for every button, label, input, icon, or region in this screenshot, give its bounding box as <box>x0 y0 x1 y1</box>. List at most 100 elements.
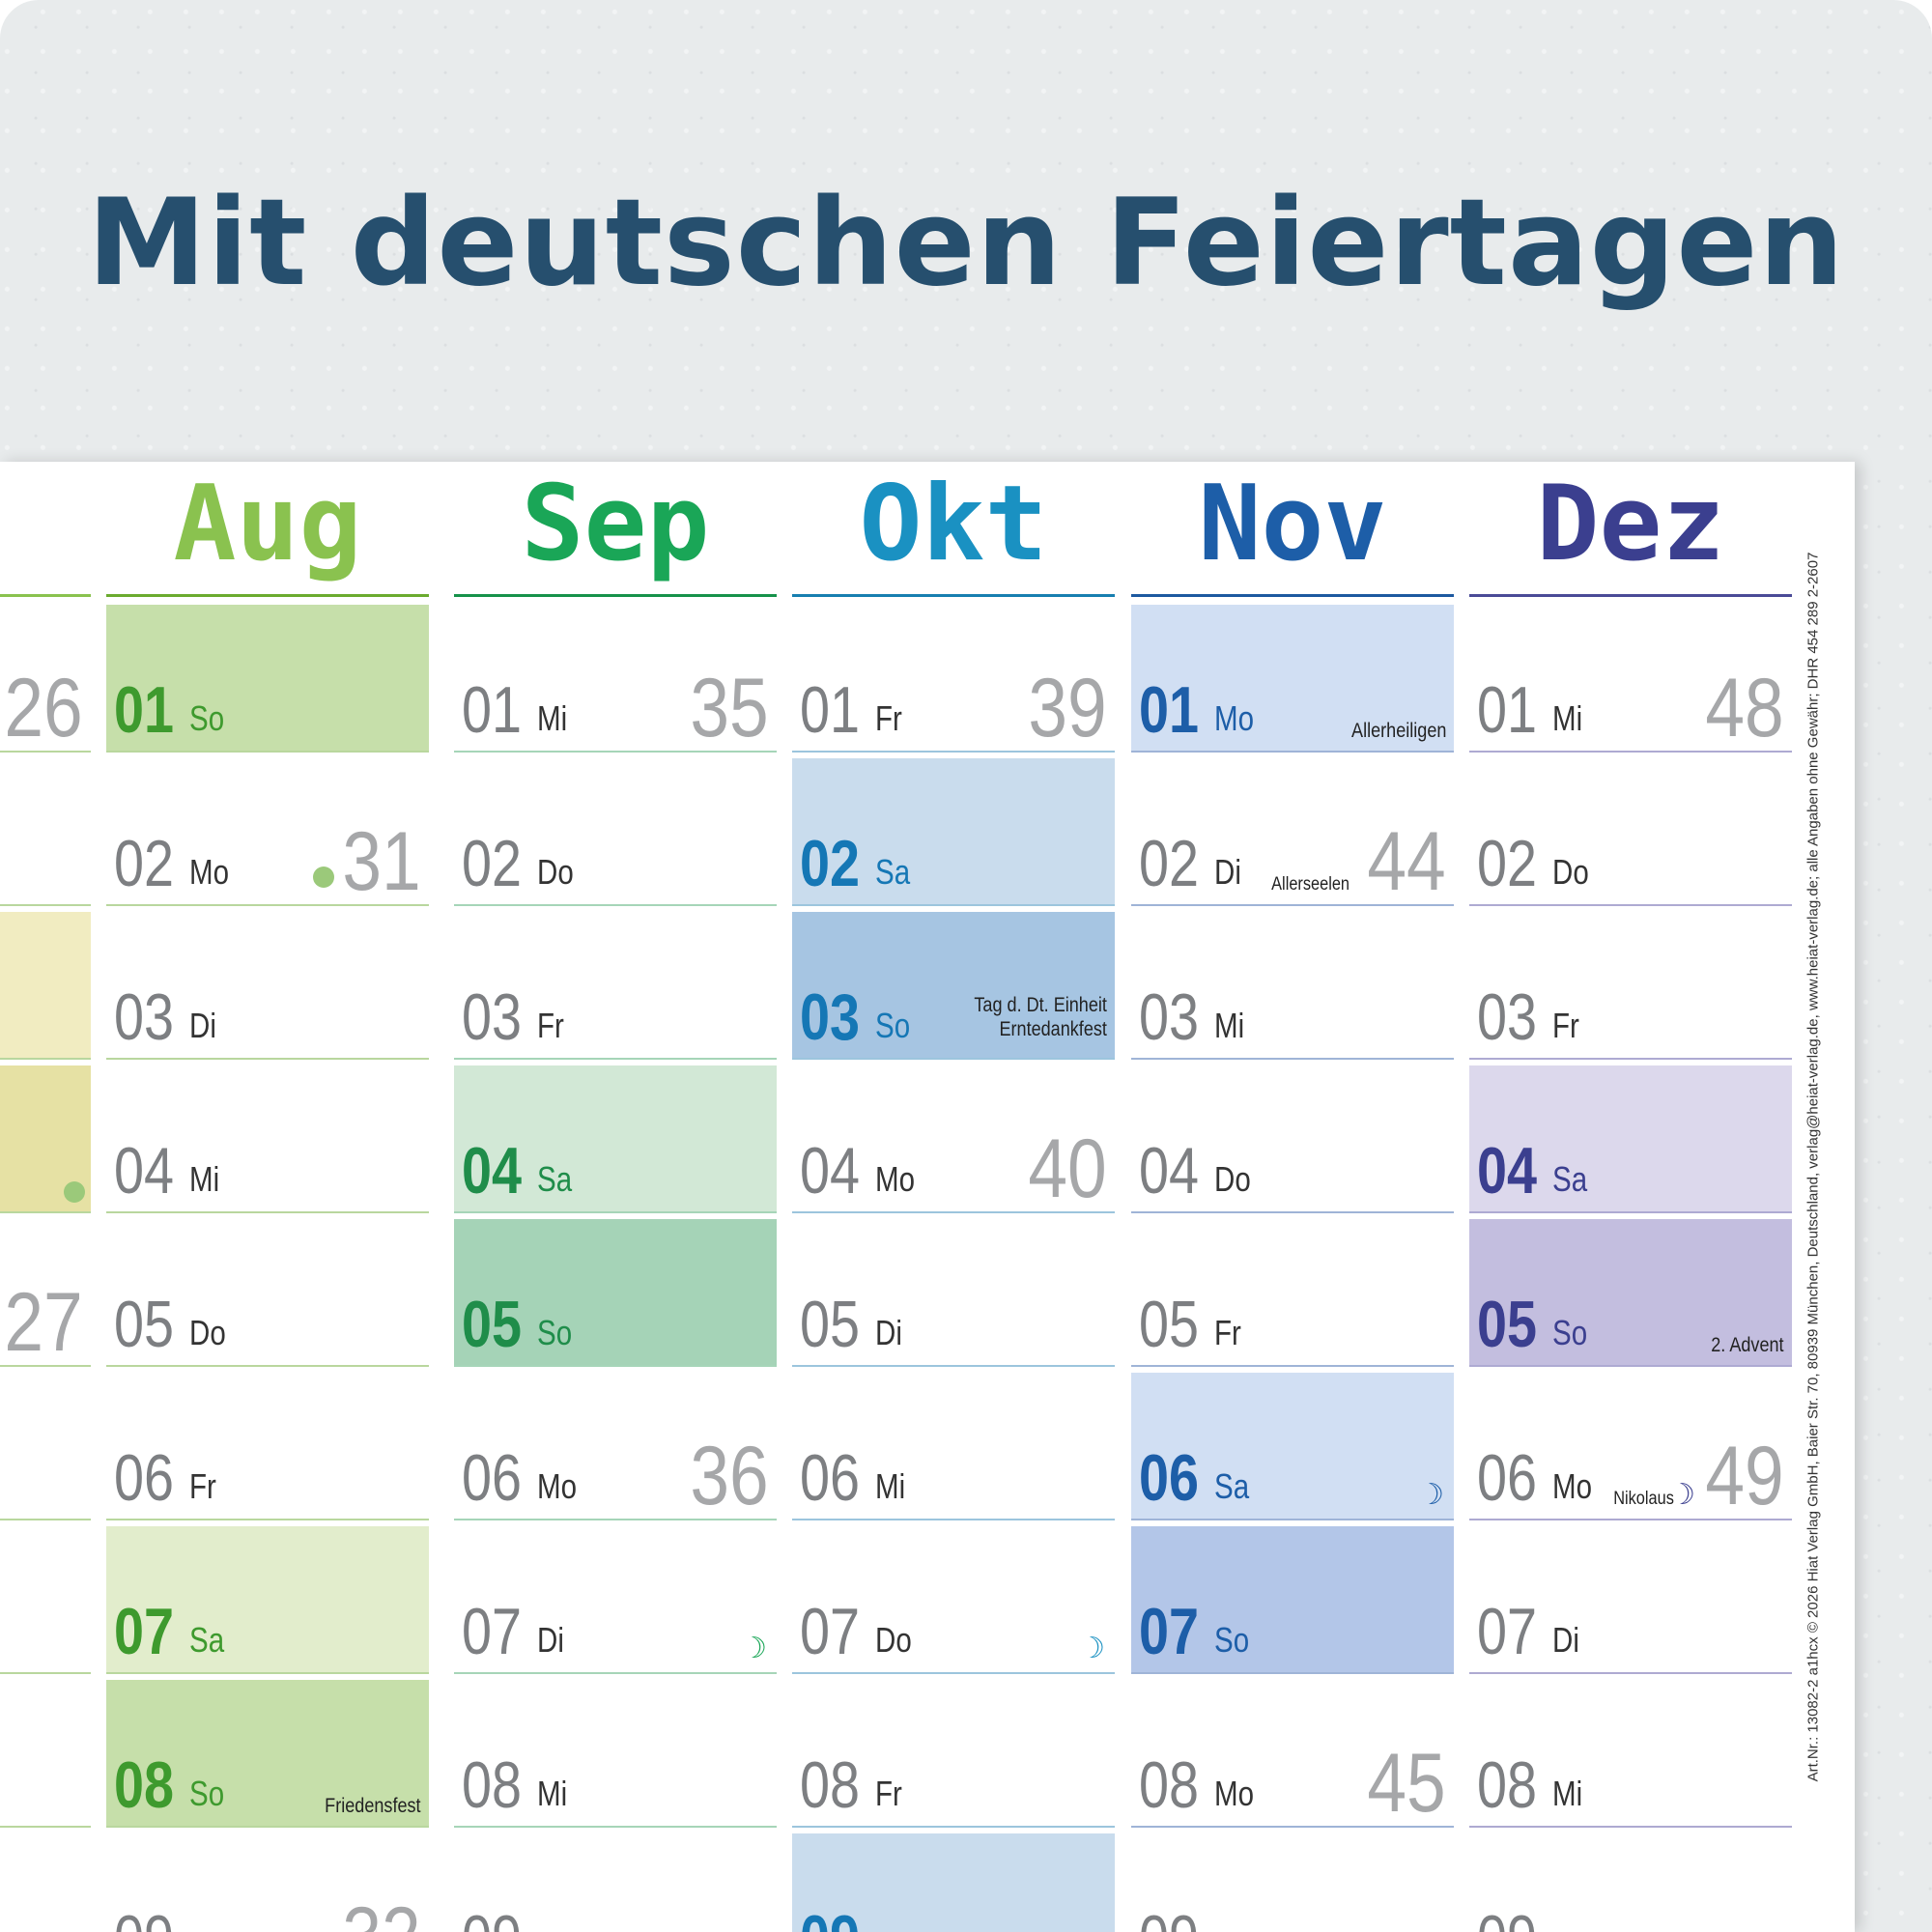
day-row[interactable]: 03 Mi <box>1131 912 1454 1060</box>
day-row[interactable]: 01 Fr 39 <box>792 605 1115 753</box>
day-highlight <box>454 1219 777 1365</box>
weekday-label: So <box>1214 1620 1250 1660</box>
day-divider <box>1469 751 1792 753</box>
day-row[interactable]: 08 Mi <box>1469 1680 1792 1828</box>
day-row[interactable]: 04 Do <box>1131 1065 1454 1213</box>
day-row[interactable]: 06 Mi <box>792 1373 1115 1520</box>
day-number: 04 <box>1477 1134 1538 1208</box>
day-row[interactable]: 02 Do <box>454 758 777 906</box>
day-row[interactable]: 07 Sa <box>106 1526 429 1674</box>
day-divider <box>1469 1365 1792 1367</box>
day-row[interactable]: 01 Mi 48 <box>1469 605 1792 754</box>
month-column-sep: Sep 01 Mi 35 02 Do 03 Fr 04 Sa 05 So 06 Mo 36 07 Di ☽ 08 Mi… <box>454 462 777 1932</box>
day-divider <box>1131 904 1454 906</box>
day-row[interactable]: 01 Mi 35 <box>454 605 777 753</box>
day-number: 06 <box>114 1441 175 1515</box>
day-row[interactable]: 07 Di <box>1469 1526 1792 1674</box>
month-divider <box>792 594 1115 597</box>
day-row[interactable]: 03 Di <box>106 912 429 1060</box>
day-row[interactable]: 04 Sa <box>1469 1065 1792 1213</box>
day-row[interactable]: 07 So <box>1131 1526 1454 1674</box>
day-row[interactable]: 09 <box>454 1833 777 1932</box>
weekday-label: So <box>875 1006 911 1045</box>
day-number: 03 <box>114 980 175 1054</box>
day-row[interactable]: 02 Di 44 Allerseelen <box>1131 758 1454 908</box>
day-number: 01 <box>1477 673 1538 747</box>
day-row[interactable]: 02 Sa <box>792 758 1115 906</box>
day-row[interactable]: 05 Fr <box>1131 1219 1454 1367</box>
day-row[interactable]: 07 Do ☽ <box>792 1526 1115 1674</box>
day-row[interactable]: 01 Mo Allerheiligen <box>1131 605 1454 753</box>
day-divider <box>1469 904 1792 906</box>
day-row: 27 <box>0 1219 91 1367</box>
weekday-label: So <box>189 698 225 738</box>
day-divider <box>0 1672 91 1674</box>
day-divider <box>1469 1826 1792 1828</box>
day-row[interactable]: 09 <box>1469 1833 1792 1932</box>
holiday-label: Allerheiligen <box>1350 720 1446 742</box>
day-row[interactable]: 09 <box>792 1833 1115 1932</box>
day-number: 02 <box>800 827 861 900</box>
month-divider <box>106 594 429 597</box>
day-number: 08 <box>462 1748 523 1822</box>
day-row[interactable]: 05 So <box>454 1219 777 1367</box>
day-row[interactable]: 02 Mo 31 <box>106 758 429 906</box>
weekday-label: Di <box>1214 852 1241 892</box>
day-number: 02 <box>1139 827 1200 900</box>
weekday-label: Di <box>537 1620 564 1660</box>
weekday-label: So <box>537 1313 573 1352</box>
day-row[interactable]: 09 32 <box>106 1833 429 1932</box>
day-row[interactable]: 06 Mo 36 <box>454 1373 777 1520</box>
day-row: 26 <box>0 605 91 753</box>
weekday-label: Fr <box>875 1774 902 1813</box>
day-row[interactable]: 06 Fr <box>106 1373 429 1520</box>
moon-dot-icon <box>313 867 334 888</box>
day-row[interactable]: 04 Mo 40 <box>792 1065 1115 1213</box>
day-row[interactable]: 08 Fr <box>792 1680 1115 1828</box>
day-row[interactable]: 03 So Tag d. Dt. Einheit Erntedankfest <box>792 912 1115 1060</box>
day-row[interactable]: 05 Di <box>792 1219 1115 1367</box>
day-number: 01 <box>800 673 861 747</box>
day-row[interactable]: 02 Do <box>1469 758 1792 906</box>
day-number: 05 <box>1477 1288 1538 1361</box>
day-row[interactable]: 06 Mo 49 Nikolaus ☽ <box>1469 1373 1792 1520</box>
day-row[interactable]: 04 Mi <box>106 1065 429 1213</box>
day-divider <box>792 1519 1115 1520</box>
day-row[interactable]: 08 Mi <box>454 1680 777 1828</box>
day-row[interactable]: 09 <box>1131 1833 1454 1932</box>
day-number: 07 <box>1139 1595 1200 1668</box>
day-row[interactable]: 06 Sa ☽ <box>1131 1373 1454 1520</box>
day-row[interactable]: 05 Do <box>106 1219 429 1367</box>
day-row[interactable]: 01 So <box>106 605 429 753</box>
day-number: 07 <box>462 1595 523 1668</box>
day-number: 08 <box>1139 1748 1200 1822</box>
weekday-label: Mo <box>875 1159 916 1199</box>
day-highlight <box>1131 605 1454 751</box>
day-number: 04 <box>800 1134 861 1208</box>
day-highlight <box>0 912 91 1058</box>
day-number: 05 <box>114 1288 175 1361</box>
day-row[interactable]: 04 Sa <box>454 1065 777 1213</box>
day-row[interactable]: 07 Di ☽ <box>454 1526 777 1674</box>
holiday-label: Tag d. Dt. Einheit Erntedankfest <box>974 994 1107 1040</box>
week-number: 48 <box>1705 662 1784 754</box>
day-row[interactable]: 03 Fr <box>1469 912 1792 1060</box>
week-number: 44 <box>1367 815 1446 908</box>
day-divider <box>0 1211 91 1213</box>
day-number: 04 <box>462 1134 523 1208</box>
day-highlight <box>1131 1373 1454 1519</box>
week-number: 45 <box>1367 1737 1446 1830</box>
day-row[interactable]: 05 So 2. Advent <box>1469 1219 1792 1367</box>
month-column-aug: Aug 01 So 02 Mo 31 03 Di 04 Mi 05 Do 06 Fr 07 Sa 08 So Fri… <box>106 462 429 1932</box>
day-row[interactable]: 03 Fr <box>454 912 777 1060</box>
day-row[interactable]: 08 So Friedensfest <box>106 1680 429 1828</box>
week-number: 32 <box>343 1895 421 1932</box>
day-row <box>0 1065 91 1213</box>
day-divider <box>1131 1826 1454 1828</box>
moon-phase-icon: ☽ <box>1418 1479 1444 1511</box>
day-row[interactable]: 08 Mo 45 <box>1131 1680 1454 1830</box>
day-divider <box>106 1365 429 1367</box>
weekday-label: Do <box>875 1620 912 1660</box>
weekday-label: Mi <box>537 1774 568 1813</box>
weekday-label: Fr <box>537 1006 564 1045</box>
